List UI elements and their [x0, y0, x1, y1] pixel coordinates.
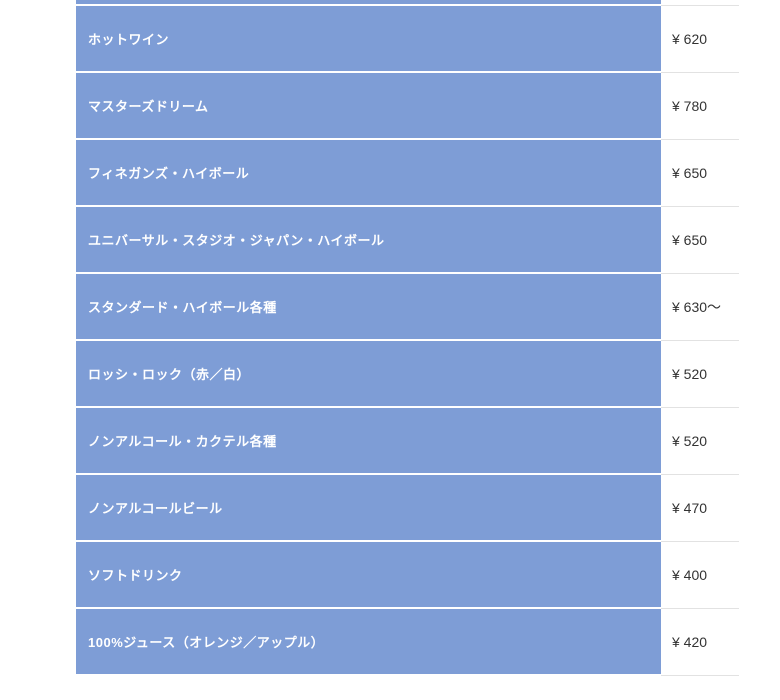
menu-price-label: ¥ 620: [672, 31, 708, 47]
table-row: ソフトドリンク ¥ 400: [76, 542, 739, 609]
menu-price-cell: ¥ 780: [661, 73, 739, 140]
menu-item-label: ユニバーサル・スタジオ・ジャパン・ハイボール: [88, 233, 385, 248]
menu-item-cell: ホットワイン: [76, 6, 661, 73]
menu-item-label: ソフトドリンク: [88, 568, 183, 583]
table-row: スタンダード・ハイボール各種 ¥ 630〜: [76, 274, 739, 341]
menu-price-cell: [661, 0, 739, 6]
menu-item-label: 100%ジュース（オレンジ／アップル）: [88, 635, 325, 650]
menu-price-cell: ¥ 520: [661, 341, 739, 408]
menu-item-label: ロッシ・ロック（赤／白）: [88, 367, 251, 382]
menu-item-cell: 100%ジュース（オレンジ／アップル）: [76, 609, 661, 676]
menu-item-cell: ユニバーサル・スタジオ・ジャパン・ハイボール: [76, 207, 661, 274]
menu-price-label: ¥ 650: [672, 232, 708, 248]
menu-price-cell: ¥ 630〜: [661, 274, 739, 341]
menu-price-cell: ¥ 470: [661, 475, 739, 542]
menu-item-label: スタンダード・ハイボール各種: [88, 300, 277, 315]
table-row: ロッシ・ロック（赤／白） ¥ 520: [76, 341, 739, 408]
menu-item-cell: ロッシ・ロック（赤／白）: [76, 341, 661, 408]
menu-price-label: ¥ 400: [672, 567, 708, 583]
table-row: ノンアルコールビール ¥ 470: [76, 475, 739, 542]
menu-price-cell: ¥ 420: [661, 609, 739, 676]
menu-price-label: ¥ 420: [672, 634, 708, 650]
menu-price-cell: ¥ 650: [661, 207, 739, 274]
menu-item-cell: ノンアルコールビール: [76, 475, 661, 542]
menu-price-label: ¥ 520: [672, 366, 708, 382]
table-row: フィネガンズ・ハイボール ¥ 650: [76, 140, 739, 207]
table-row: ユニバーサル・スタジオ・ジャパン・ハイボール ¥ 650: [76, 207, 739, 274]
menu-price-cell: ¥ 650: [661, 140, 739, 207]
menu-item-cell: ノンアルコール・カクテル各種: [76, 408, 661, 475]
table-row: ホットワイン ¥ 620: [76, 6, 739, 73]
menu-item-label: ノンアルコールビール: [88, 501, 223, 516]
menu-item-label: ホットワイン: [88, 32, 170, 47]
table-row: ノンアルコール・カクテル各種 ¥ 520: [76, 408, 739, 475]
menu-item-cell: ソフトドリンク: [76, 542, 661, 609]
menu-price-cell: ¥ 400: [661, 542, 739, 609]
menu-price-label: ¥ 650: [672, 165, 708, 181]
menu-price-label: ¥ 630〜: [672, 299, 722, 315]
menu-item-cell: スタンダード・ハイボール各種: [76, 274, 661, 341]
menu-item-label: フィネガンズ・ハイボール: [88, 166, 250, 181]
menu-item-cell: マスターズドリーム: [76, 73, 661, 140]
menu-price-label: ¥ 470: [672, 500, 708, 516]
menu-price-cell: ¥ 620: [661, 6, 739, 73]
table-row: マスターズドリーム ¥ 780: [76, 73, 739, 140]
menu-price-cell: ¥ 520: [661, 408, 739, 475]
menu-item-cell: フィネガンズ・ハイボール: [76, 140, 661, 207]
table-row: 100%ジュース（オレンジ／アップル） ¥ 420: [76, 609, 739, 676]
table-row-partial: [76, 0, 739, 6]
drink-price-table: ホットワイン ¥ 620 マスターズドリーム ¥ 780 フィネガンズ・ハイボー…: [76, 0, 739, 676]
menu-item-label: マスターズドリーム: [88, 99, 209, 114]
menu-item-cell: [76, 0, 661, 6]
menu-price-label: ¥ 520: [672, 433, 708, 449]
menu-price-label: ¥ 780: [672, 98, 708, 114]
menu-item-label: ノンアルコール・カクテル各種: [88, 434, 277, 449]
